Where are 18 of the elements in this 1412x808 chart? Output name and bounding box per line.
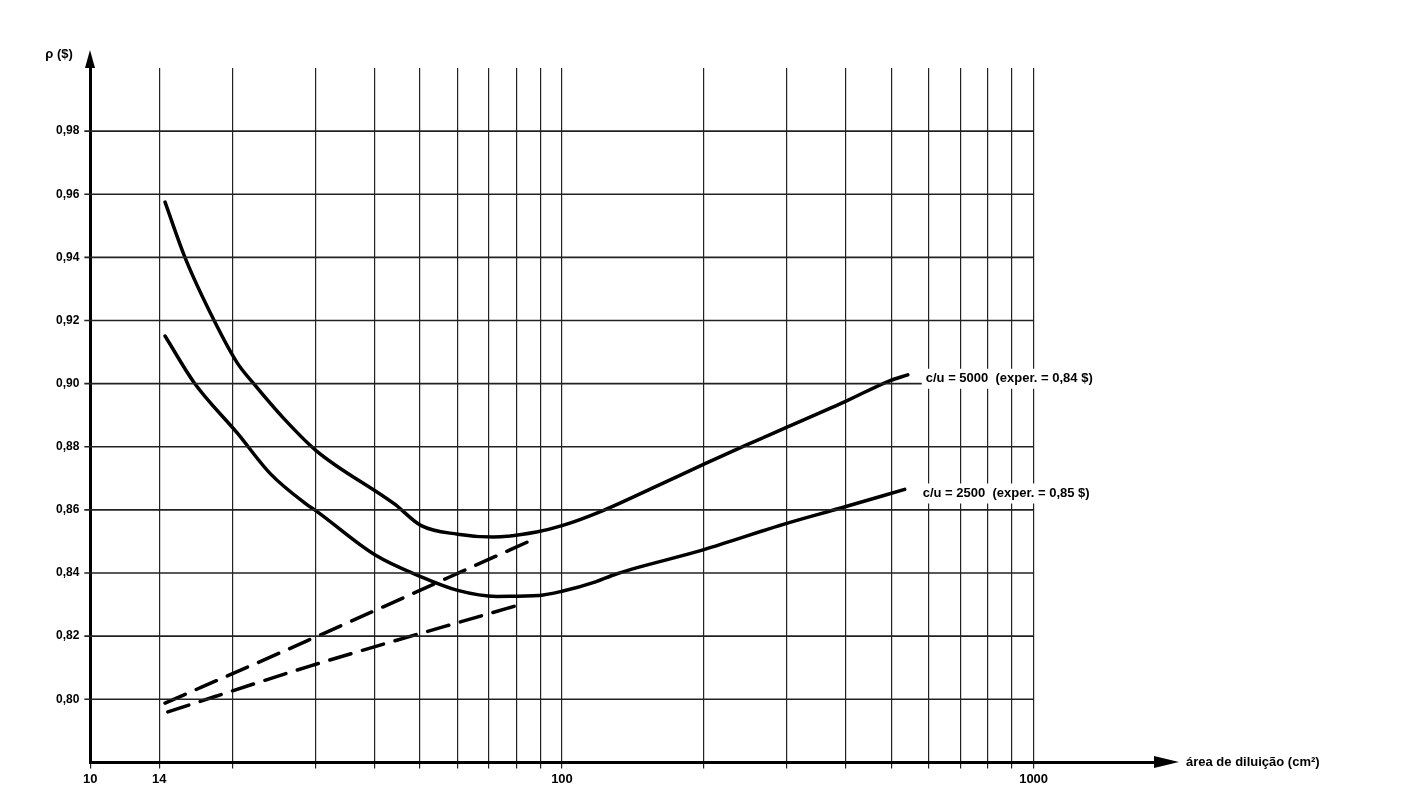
y-tick-label: 0,90: [56, 375, 80, 390]
y-tick-label: 0,98: [56, 123, 80, 138]
y-tick-label: 0,84: [56, 565, 80, 580]
x-tick-label: 14: [152, 770, 168, 786]
x-tick-label: 1000: [1019, 770, 1049, 786]
y-tick-label: 0,88: [56, 439, 80, 454]
series-label: c/u = 2500 (exper. = 0,85 $): [922, 484, 1090, 500]
y-tick-label: 0,82: [56, 628, 80, 643]
y-tick-label: 0,80: [56, 691, 80, 706]
y-tick-label: 0,92: [56, 312, 80, 327]
text: área de diluição (cm²): [1186, 753, 1320, 769]
y-axis-title: ρ ($): [45, 45, 73, 61]
y-tick-label: 0,94: [56, 249, 80, 264]
y-tick-label: 0,96: [56, 186, 80, 201]
y-tick-label: 0,86: [56, 502, 80, 517]
x-tick-label: 10: [83, 770, 98, 786]
x-tick-label: 100: [551, 770, 573, 786]
series-label: c/u = 5000 (exper. = 0,84 $): [925, 370, 1093, 386]
